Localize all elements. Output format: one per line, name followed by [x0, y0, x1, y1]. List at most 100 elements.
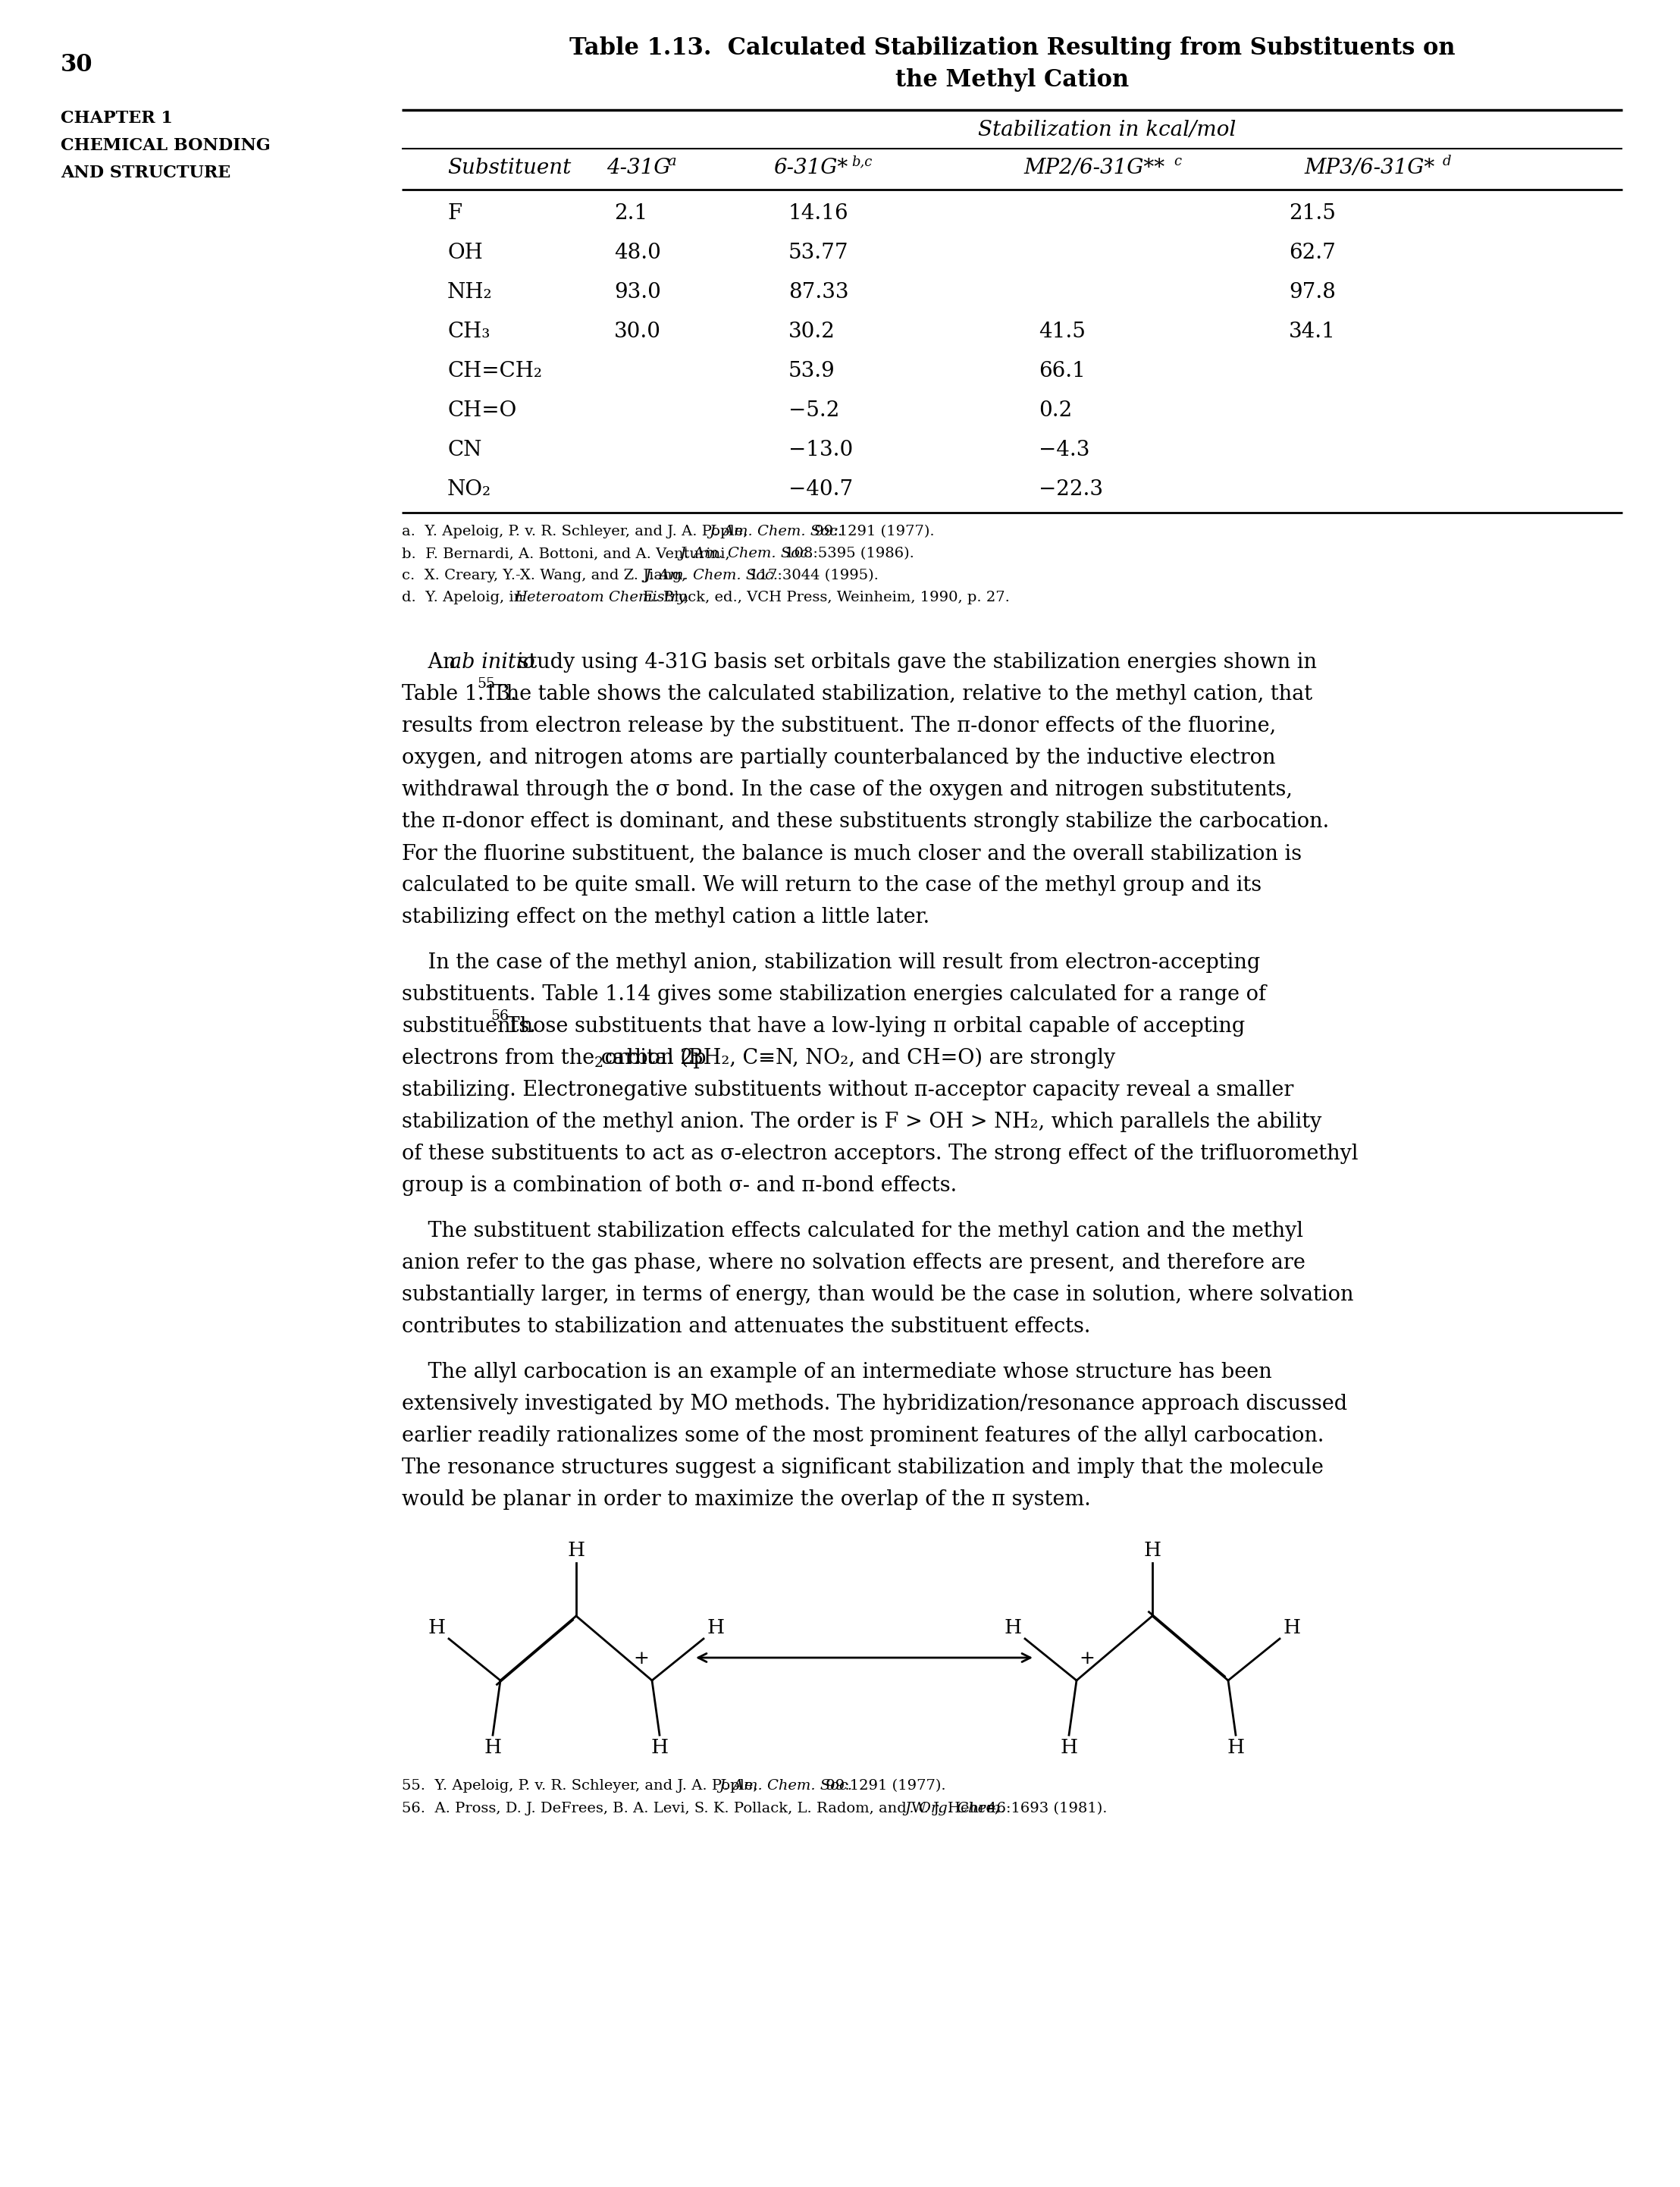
Text: +: + [1079, 1651, 1095, 1669]
Text: The resonance structures suggest a significant stabilization and imply that the : The resonance structures suggest a signi… [402, 1457, 1324, 1478]
Text: E. Block, ed., VCH Press, Weinheim, 1990, p. 27.: E. Block, ed., VCH Press, Weinheim, 1990… [638, 590, 1010, 604]
Text: −13.0: −13.0 [788, 440, 853, 459]
Text: the π-donor effect is dominant, and these substituents strongly stabilize the ca: the π-donor effect is dominant, and thes… [402, 811, 1329, 831]
Text: withdrawal through the σ bond. In the case of the oxygen and nitrogen substitute: withdrawal through the σ bond. In the ca… [402, 779, 1292, 800]
Text: substituents. Table 1.14 gives some stabilization energies calculated for a rang: substituents. Table 1.14 gives some stab… [402, 984, 1267, 1004]
Text: 97.8: 97.8 [1289, 282, 1336, 302]
Text: −22.3: −22.3 [1038, 479, 1104, 501]
Text: H: H [484, 1739, 502, 1756]
Text: Substituent: Substituent [447, 157, 571, 177]
Text: CHAPTER 1: CHAPTER 1 [60, 109, 173, 127]
Text: group is a combination of both σ- and π-bond effects.: group is a combination of both σ- and π-… [402, 1174, 958, 1196]
Text: 99:1291 (1977).: 99:1291 (1977). [810, 525, 934, 538]
Text: H: H [1005, 1618, 1021, 1638]
Text: ab initio: ab initio [450, 652, 536, 674]
Text: 30.2: 30.2 [788, 321, 835, 341]
Text: Those substituents that have a low-lying π orbital capable of accepting: Those substituents that have a low-lying… [499, 1017, 1245, 1037]
Text: MP3/6-31G*: MP3/6-31G* [1304, 157, 1435, 177]
Text: The table shows the calculated stabilization, relative to the methyl cation, tha: The table shows the calculated stabiliza… [486, 685, 1312, 704]
Text: 48.0: 48.0 [615, 243, 660, 262]
Text: Table 1.13.  Calculated Stabilization Resulting from Substituents on: Table 1.13. Calculated Stabilization Res… [570, 37, 1455, 59]
Text: c.  X. Creary, Y.-X. Wang, and Z. Jiang,: c. X. Creary, Y.-X. Wang, and Z. Jiang, [402, 569, 690, 582]
Text: −4.3: −4.3 [1038, 440, 1090, 459]
Text: electrons from the carbon 2p: electrons from the carbon 2p [402, 1048, 706, 1069]
Text: −5.2: −5.2 [788, 400, 840, 420]
Text: J. Am. Chem. Soc.: J. Am. Chem. Soc. [719, 1778, 853, 1793]
Text: stabilization of the methyl anion. The order is F > OH > NH₂, which parallels th: stabilization of the methyl anion. The o… [402, 1111, 1322, 1133]
Text: F: F [447, 203, 462, 223]
Text: H: H [707, 1618, 724, 1638]
Text: 2: 2 [595, 1056, 603, 1069]
Text: extensively investigated by MO methods. The hybridization/resonance approach dis: extensively investigated by MO methods. … [402, 1393, 1347, 1415]
Text: substantially larger, in terms of energy, than would be the case in solution, wh: substantially larger, in terms of energy… [402, 1284, 1354, 1306]
Text: 34.1: 34.1 [1289, 321, 1336, 341]
Text: MP2/6-31G**: MP2/6-31G** [1023, 157, 1164, 177]
Text: b,c: b,c [852, 155, 872, 168]
Text: H: H [1226, 1739, 1245, 1756]
Text: of these substituents to act as σ-electron acceptors. The strong effect of the t: of these substituents to act as σ-electr… [402, 1144, 1357, 1163]
Text: stabilizing. Electronegative substituents without π-acceptor capacity reveal a s: stabilizing. Electronegative substituent… [402, 1080, 1294, 1100]
Text: CH₃: CH₃ [447, 321, 491, 341]
Text: H: H [1284, 1618, 1300, 1638]
Text: For the fluorine substituent, the balance is much closer and the overall stabili: For the fluorine substituent, the balanc… [402, 844, 1302, 864]
Text: contributes to stabilization and attenuates the substituent effects.: contributes to stabilization and attenua… [402, 1317, 1090, 1336]
Text: 87.33: 87.33 [788, 282, 848, 302]
Text: H: H [1144, 1542, 1161, 1559]
Text: AND STRUCTURE: AND STRUCTURE [60, 164, 230, 182]
Text: 2.1: 2.1 [615, 203, 647, 223]
Text: 66.1: 66.1 [1038, 361, 1085, 381]
Text: 56: 56 [491, 1010, 509, 1024]
Text: −40.7: −40.7 [788, 479, 853, 501]
Text: CN: CN [447, 440, 482, 459]
Text: anion refer to the gas phase, where no solvation effects are present, and theref: anion refer to the gas phase, where no s… [402, 1253, 1305, 1273]
Text: earlier readily rationalizes some of the most prominent features of the allyl ca: earlier readily rationalizes some of the… [402, 1426, 1324, 1446]
Text: Heteroatom Chemistry,: Heteroatom Chemistry, [514, 590, 689, 604]
Text: 93.0: 93.0 [615, 282, 660, 302]
Text: orbital (BH₂, C≡N, NO₂, and CH=O) are strongly: orbital (BH₂, C≡N, NO₂, and CH=O) are st… [598, 1048, 1116, 1069]
Text: b.  F. Bernardi, A. Bottoni, and A. Venturini,: b. F. Bernardi, A. Bottoni, and A. Ventu… [402, 547, 734, 560]
Text: The allyl carbocation is an example of an intermediate whose structure has been: The allyl carbocation is an example of a… [402, 1363, 1272, 1382]
Text: would be planar in order to maximize the overlap of the π system.: would be planar in order to maximize the… [402, 1489, 1090, 1509]
Text: +: + [633, 1651, 648, 1669]
Text: 117:3044 (1995).: 117:3044 (1995). [744, 569, 879, 582]
Text: CHEMICAL BONDING: CHEMICAL BONDING [60, 138, 270, 153]
Text: NO₂: NO₂ [447, 479, 491, 501]
Text: 99:1291 (1977).: 99:1291 (1977). [822, 1778, 946, 1793]
Text: In the case of the methyl anion, stabilization will result from electron-accepti: In the case of the methyl anion, stabili… [402, 954, 1260, 973]
Text: 14.16: 14.16 [788, 203, 848, 223]
Text: results from electron release by the substituent. The π-donor effects of the flu: results from electron release by the sub… [402, 715, 1277, 737]
Text: d.  Y. Apeloig, in: d. Y. Apeloig, in [402, 590, 528, 604]
Text: 21.5: 21.5 [1289, 203, 1336, 223]
Text: c: c [1174, 155, 1181, 168]
Text: NH₂: NH₂ [447, 282, 492, 302]
Text: 53.77: 53.77 [788, 243, 848, 262]
Text: a.  Y. Apeloig, P. v. R. Schleyer, and J. A. Pople,: a. Y. Apeloig, P. v. R. Schleyer, and J.… [402, 525, 753, 538]
Text: J. Am. Chem. Soc.: J. Am. Chem. Soc. [680, 547, 813, 560]
Text: J. Am. Chem. Soc.: J. Am. Chem. Soc. [643, 569, 778, 582]
Text: calculated to be quite small. We will return to the case of the methyl group and: calculated to be quite small. We will re… [402, 875, 1262, 897]
Text: 30.0: 30.0 [615, 321, 662, 341]
Text: H: H [650, 1739, 669, 1756]
Text: 4-31G: 4-31G [606, 157, 670, 177]
Text: 41.5: 41.5 [1038, 321, 1085, 341]
Text: 53.9: 53.9 [788, 361, 835, 381]
Text: 46:1693 (1981).: 46:1693 (1981). [983, 1802, 1107, 1815]
Text: a: a [667, 155, 675, 168]
Text: The substituent stabilization effects calculated for the methyl cation and the m: The substituent stabilization effects ca… [402, 1220, 1304, 1242]
Text: OH: OH [447, 243, 482, 262]
Text: 30: 30 [60, 52, 92, 77]
Text: H: H [1060, 1739, 1077, 1756]
Text: H: H [428, 1618, 445, 1638]
Text: 108:5395 (1986).: 108:5395 (1986). [780, 547, 914, 560]
Text: 55: 55 [477, 678, 496, 691]
Text: Stabilization in kcal/mol: Stabilization in kcal/mol [978, 120, 1236, 140]
Text: d: d [1443, 155, 1452, 168]
Text: 55.  Y. Apeloig, P. v. R. Schleyer, and J. A. Pople,: 55. Y. Apeloig, P. v. R. Schleyer, and J… [402, 1778, 763, 1793]
Text: stabilizing effect on the methyl cation a little later.: stabilizing effect on the methyl cation … [402, 908, 929, 927]
Text: J. Am. Chem. Soc.: J. Am. Chem. Soc. [709, 525, 843, 538]
Text: H: H [568, 1542, 585, 1559]
Text: the Methyl Cation: the Methyl Cation [895, 68, 1129, 92]
Text: 56.  A. Pross, D. J. DeFrees, B. A. Levi, S. K. Pollack, L. Radom, and W. J. Heh: 56. A. Pross, D. J. DeFrees, B. A. Levi,… [402, 1802, 1005, 1815]
Text: oxygen, and nitrogen atoms are partially counterbalanced by the inductive electr: oxygen, and nitrogen atoms are partially… [402, 748, 1275, 768]
Text: 6-31G*: 6-31G* [773, 157, 848, 177]
